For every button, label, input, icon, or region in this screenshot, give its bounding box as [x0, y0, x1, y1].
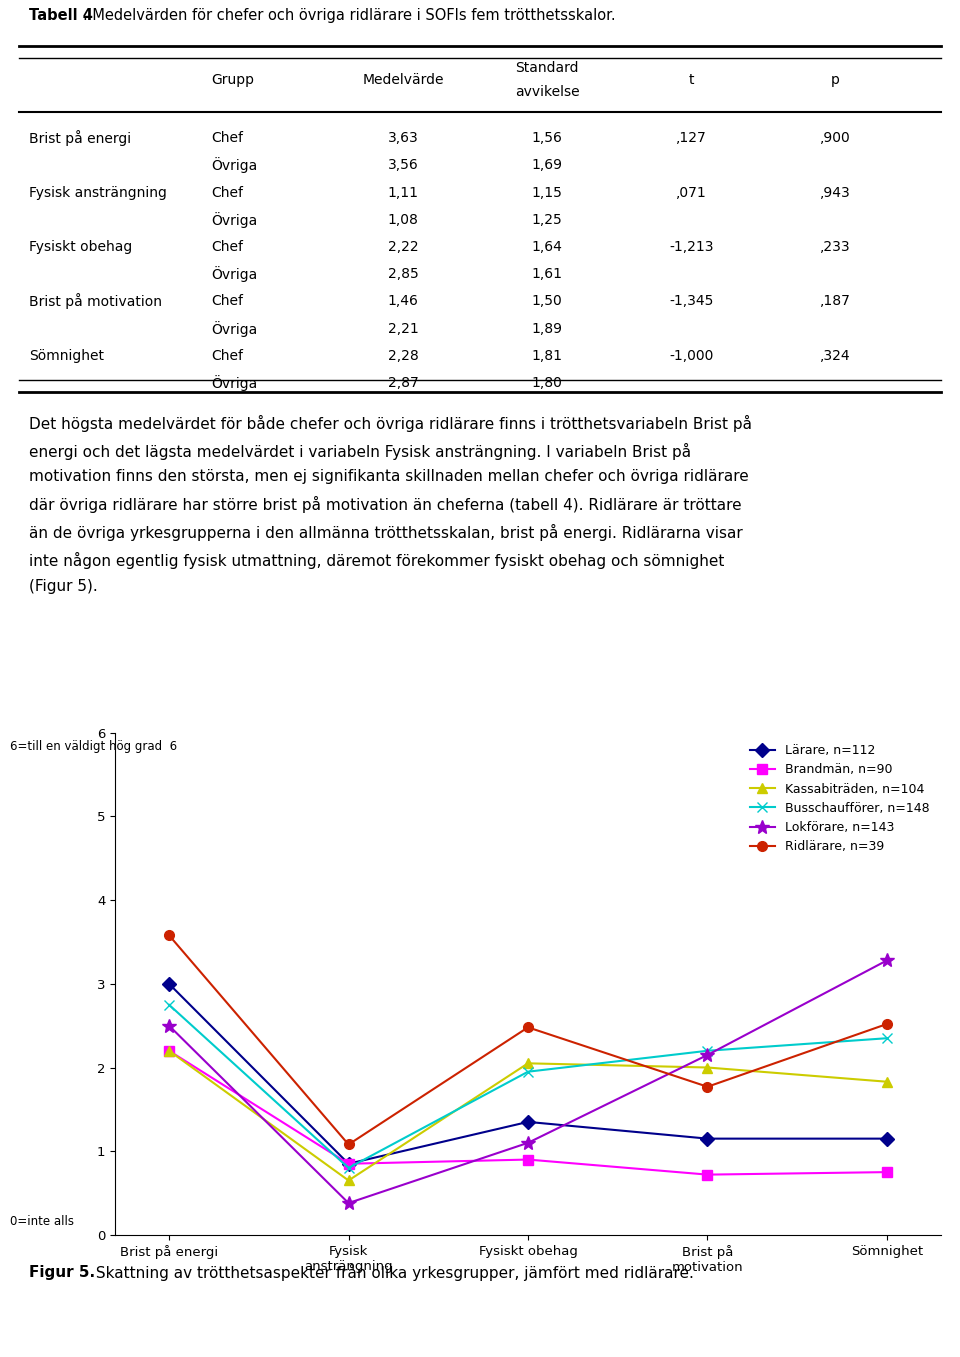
Line: Busschaufförer, n=148: Busschaufförer, n=148	[164, 1000, 892, 1172]
Text: -1,345: -1,345	[669, 294, 713, 308]
Ridlärare, n=39	[522, 1019, 534, 1035]
Line: Ridlärare, n=39: Ridlärare, n=39	[164, 931, 892, 1149]
Busschaufförer, n=148	[522, 1064, 534, 1080]
Ridlärare, n=39	[881, 1016, 893, 1033]
Text: Brist på energi: Brist på energi	[29, 130, 131, 147]
Ridlärare, n=39	[343, 1136, 354, 1152]
Text: Brist på motivation: Brist på motivation	[29, 293, 162, 309]
Text: 1,15: 1,15	[532, 186, 563, 199]
Text: Fysisk ansträngning: Fysisk ansträngning	[29, 186, 167, 199]
Text: -1,000: -1,000	[669, 349, 713, 362]
Text: ,071: ,071	[676, 186, 707, 199]
Ridlärare, n=39	[163, 927, 175, 943]
Text: Övriga: Övriga	[211, 266, 257, 282]
Text: 1,56: 1,56	[532, 132, 563, 145]
Line: Lärare, n=112: Lärare, n=112	[164, 978, 892, 1168]
Lärare, n=112	[343, 1156, 354, 1172]
Text: 1,46: 1,46	[388, 294, 419, 308]
Text: 3,56: 3,56	[388, 159, 419, 172]
Line: Brandmän, n=90: Brandmän, n=90	[164, 1046, 892, 1179]
Lärare, n=112	[163, 976, 175, 992]
Kassabiträden, n=104	[881, 1073, 893, 1090]
Busschaufförer, n=148	[163, 996, 175, 1012]
Text: 2,22: 2,22	[388, 240, 419, 254]
Text: Fysiskt obehag: Fysiskt obehag	[29, 240, 132, 254]
Text: Chef: Chef	[211, 240, 243, 254]
Text: 1,64: 1,64	[532, 240, 563, 254]
Text: avvikelse: avvikelse	[515, 85, 580, 99]
Text: ,324: ,324	[820, 349, 851, 362]
Lärare, n=112	[881, 1130, 893, 1147]
Text: Det högsta medelvärdet för både chefer och övriga ridlärare finns i trötthetsvar: Det högsta medelvärdet för både chefer o…	[29, 415, 752, 594]
Ridlärare, n=39	[702, 1079, 713, 1095]
Text: 0=inte alls: 0=inte alls	[10, 1215, 74, 1228]
Text: 1,69: 1,69	[532, 159, 563, 172]
Text: p: p	[830, 73, 840, 87]
Lokförare, n=143	[343, 1196, 354, 1212]
Text: Figur 5.: Figur 5.	[29, 1265, 95, 1280]
Busschaufförer, n=148	[343, 1160, 354, 1177]
Text: 2,28: 2,28	[388, 349, 419, 362]
Text: 3,63: 3,63	[388, 132, 419, 145]
Text: 1,80: 1,80	[532, 376, 563, 389]
Text: ,233: ,233	[820, 240, 851, 254]
Text: 1,50: 1,50	[532, 294, 563, 308]
Text: 2,21: 2,21	[388, 322, 419, 335]
Text: Grupp: Grupp	[211, 73, 254, 87]
Brandmän, n=90	[343, 1156, 354, 1172]
Text: Chef: Chef	[211, 349, 243, 362]
Brandmän, n=90	[881, 1164, 893, 1181]
Text: Sömnighet: Sömnighet	[29, 349, 104, 362]
Lokförare, n=143	[522, 1134, 534, 1151]
Text: Övriga: Övriga	[211, 212, 257, 228]
Kassabiträden, n=104	[702, 1060, 713, 1076]
Line: Lokförare, n=143: Lokförare, n=143	[162, 954, 894, 1210]
Text: 1,11: 1,11	[388, 186, 419, 199]
Text: ,187: ,187	[820, 294, 851, 308]
Brandmän, n=90	[702, 1167, 713, 1183]
Text: Övriga: Övriga	[211, 320, 257, 337]
Text: Chef: Chef	[211, 294, 243, 308]
Text: ,127: ,127	[676, 132, 707, 145]
Brandmän, n=90	[522, 1151, 534, 1167]
Text: Chef: Chef	[211, 132, 243, 145]
Text: Chef: Chef	[211, 186, 243, 199]
Lokförare, n=143	[702, 1046, 713, 1063]
Text: 6=till en väldigt hög grad  6: 6=till en väldigt hög grad 6	[10, 740, 177, 753]
Text: 1,81: 1,81	[532, 349, 563, 362]
Text: ,900: ,900	[820, 132, 851, 145]
Lokförare, n=143	[881, 953, 893, 969]
Text: t: t	[688, 73, 694, 87]
Text: Medelvärde: Medelvärde	[363, 73, 444, 87]
Text: ,943: ,943	[820, 186, 851, 199]
Lärare, n=112	[522, 1114, 534, 1130]
Text: Skattning av trötthetsaspekter från olika yrkesgrupper, jämfört med ridlärare.: Skattning av trötthetsaspekter från olik…	[91, 1263, 694, 1281]
Brandmän, n=90	[163, 1042, 175, 1058]
Kassabiträden, n=104	[343, 1172, 354, 1189]
Text: . Medelvärden för chefer och övriga ridlärare i SOFIs fem trötthetsskalor.: . Medelvärden för chefer och övriga ridl…	[83, 8, 615, 23]
Line: Kassabiträden, n=104: Kassabiträden, n=104	[164, 1046, 892, 1185]
Kassabiträden, n=104	[163, 1042, 175, 1058]
Kassabiträden, n=104	[522, 1056, 534, 1072]
Text: -1,213: -1,213	[669, 240, 713, 254]
Lärare, n=112	[702, 1130, 713, 1147]
Text: 1,61: 1,61	[532, 267, 563, 281]
Lokförare, n=143	[163, 1018, 175, 1034]
Text: 1,08: 1,08	[388, 213, 419, 227]
Busschaufförer, n=148	[702, 1042, 713, 1058]
Text: 2,87: 2,87	[388, 376, 419, 389]
Text: 1,89: 1,89	[532, 322, 563, 335]
Busschaufförer, n=148	[881, 1030, 893, 1046]
Text: Standard: Standard	[516, 61, 579, 75]
Text: Tabell 4: Tabell 4	[29, 8, 93, 23]
Text: Övriga: Övriga	[211, 157, 257, 174]
Text: Övriga: Övriga	[211, 375, 257, 391]
Text: 2,85: 2,85	[388, 267, 419, 281]
Text: 1,25: 1,25	[532, 213, 563, 227]
Legend: Lärare, n=112, Brandmän, n=90, Kassabiträden, n=104, Busschaufförer, n=148, Lokf: Lärare, n=112, Brandmän, n=90, Kassabitr…	[745, 740, 934, 858]
